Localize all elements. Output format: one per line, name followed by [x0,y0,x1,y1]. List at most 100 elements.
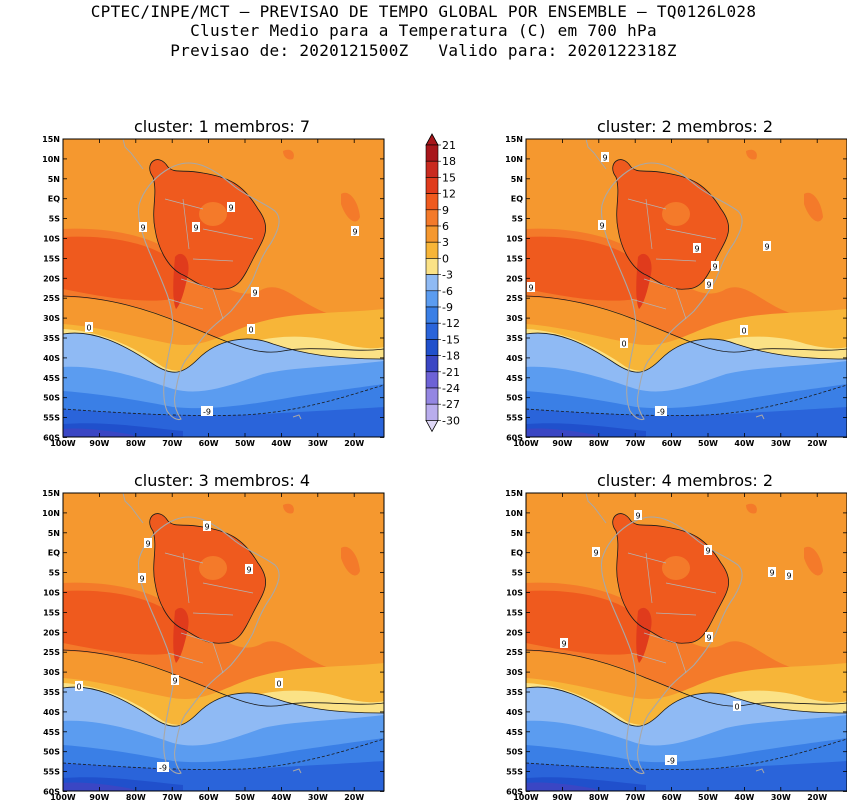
colorbar-label: 15 [442,171,456,184]
contour-label: -9 [665,755,677,766]
lon-tick-label: 80W [589,793,609,802]
colorbar-label: -30 [442,414,460,427]
lat-tick-label: 15S [43,254,60,263]
contour-label: 0 [733,701,741,712]
contour-label: 9 [711,261,719,272]
contour-label: 9 [634,510,642,521]
contour-label: -9 [157,762,169,773]
lat-tick-label: 50S [506,748,523,757]
colorbar-swatch [425,306,439,324]
svg-text:-9: -9 [667,757,675,766]
lat-tick-label: 30S [506,314,523,323]
contour-label: 9 [139,222,147,233]
lat-tick-label: 5N [48,529,60,538]
colorbar-swatch [425,290,439,308]
colorbar-label: 6 [442,220,449,233]
lon-tick-label: 40W [271,793,291,802]
svg-text:9: 9 [561,640,566,649]
svg-text:-9: -9 [657,408,665,417]
lat-tick-label: 50S [43,394,60,403]
contour-label: 9 [693,243,701,254]
colorbar-label: -15 [442,333,460,346]
lon-tick-label: 60W [199,793,219,802]
svg-text:9: 9 [528,284,533,293]
lat-tick-label: 20S [506,628,523,637]
colorbar-label: 18 [442,155,456,168]
lat-tick-label: 55S [506,768,523,777]
colorbar-label: 3 [442,236,449,249]
svg-text:9: 9 [593,549,598,558]
lon-tick-label: 40W [271,439,291,448]
lat-tick-label: 5N [511,529,523,538]
lon-tick-label: 20W [807,439,827,448]
lon-tick-label: 30W [308,439,328,448]
lat-tick-label: 35S [43,688,60,697]
svg-text:9: 9 [172,677,177,686]
lon-tick-label: 100W [513,439,539,448]
svg-text:9: 9 [635,512,640,521]
lon-tick-label: 80W [589,439,609,448]
contour-label: -9 [655,406,667,417]
contour-label: 9 [598,220,606,231]
lat-tick-label: 45S [43,728,60,737]
colorbar-label: -6 [442,285,453,298]
lon-tick-label: 70W [625,793,645,802]
lat-tick-label: 35S [506,688,523,697]
lat-tick-label: 60S [43,788,60,797]
svg-text:9: 9 [694,245,699,254]
colorbar-swatch [425,355,439,373]
colorbar-swatch [425,225,439,243]
svg-text:-9: -9 [203,408,211,417]
lat-tick-label: 15N [505,489,523,498]
contour-label: 9 [560,638,568,649]
lat-tick-label: 5S [49,215,61,224]
lat-tick-label: 35S [506,334,523,343]
cluster-map-1: 9 9 9 9 9 0 0 -9 15N 10N 5N EQ 5S 10S 15S 20S 25S 30S 35S 4… [42,135,385,448]
colorbar-swatch [425,387,439,405]
lat-tick-label: 10S [43,235,60,244]
contour-label: -9 [201,406,213,417]
panel-title-1: cluster: 1 membros: 7 [134,117,310,136]
lat-tick-label: 60S [43,434,60,443]
cluster-map-2: 999999900-915N10N5NEQ5S10S15S20S25S30S35… [505,135,847,448]
lat-tick-label: 20S [506,274,523,283]
svg-text:9: 9 [599,222,604,231]
colorbar-swatch [425,403,439,421]
colorbar-label: -18 [442,350,460,363]
contour-label: 9 [704,545,712,556]
lat-tick-label: 40S [506,708,523,717]
lat-tick-label: 10N [505,155,523,164]
header-line-3: Previsao de: 2020121500Z Valido para: 20… [170,41,677,60]
svg-text:9: 9 [352,228,357,237]
lat-tick-label: EQ [511,549,523,558]
lon-tick-label: 90W [89,793,109,802]
lon-tick-label: 20W [344,439,364,448]
svg-text:9: 9 [139,575,144,584]
contour-label: 0 [275,678,283,689]
lon-tick-label: 50W [235,793,255,802]
lat-tick-label: EQ [48,195,60,204]
contour-label: 9 [601,152,609,163]
lon-tick-label: 50W [235,439,255,448]
colorbar-swatch [425,322,439,340]
lat-tick-label: 5N [48,175,60,184]
svg-text:-9: -9 [159,764,167,773]
lat-tick-label: 10S [506,589,523,598]
lat-tick-label: 15N [42,489,60,498]
contour-label: 9 [785,570,793,581]
cluster-map-4: 9 9 9 9 9 9 9 0 -9 15N 10N 5N EQ 5S 10S 15S 20S 25S 30S 35S… [505,489,847,802]
lat-tick-label: 20S [43,274,60,283]
header-line-1: CPTEC/INPE/MCT – PREVISAO DE TEMPO GLOBA… [90,2,757,21]
svg-text:0: 0 [621,340,626,349]
colorbar-swatch [425,177,439,194]
svg-text:9: 9 [193,224,198,233]
lat-tick-label: 40S [43,708,60,717]
contour-label: 0 [85,322,93,333]
lat-tick-label: 15S [506,608,523,617]
lat-tick-label: 55S [43,768,60,777]
lat-tick-label: 40S [506,354,523,363]
colorbar-swatch [425,144,439,162]
lat-tick-label: 45S [506,728,523,737]
colorbar: 21 18 15 12 9 6 3 0 -3 -6 -9 -12 -15 -18 -21 -24 -27 -30 [425,133,460,433]
